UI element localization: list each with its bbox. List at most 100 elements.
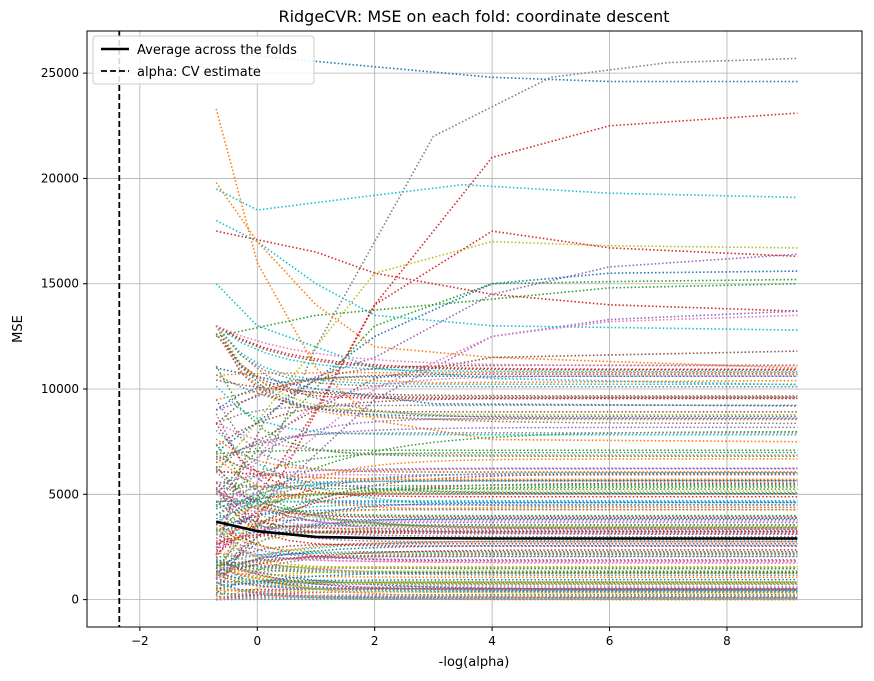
fold-line	[215, 539, 798, 563]
fold-line	[215, 432, 798, 471]
fold-line	[216, 561, 798, 591]
fold-line	[215, 404, 798, 424]
fold-line	[215, 182, 798, 369]
fold-line	[216, 499, 798, 508]
legend-average-label: Average across the folds	[137, 43, 297, 58]
fold-line	[216, 470, 798, 476]
fold-line	[215, 350, 798, 464]
fold-line	[215, 374, 798, 425]
fold-line	[215, 513, 798, 538]
fold-line	[215, 560, 798, 592]
fold-line	[215, 550, 798, 579]
fold-line	[215, 566, 798, 585]
y-tick-label: 20000	[41, 171, 79, 185]
fold-line	[215, 333, 798, 421]
fold-line	[215, 486, 798, 543]
fold-line	[215, 540, 798, 581]
fold-line	[216, 282, 798, 338]
fold-line	[215, 482, 798, 531]
fold-line	[215, 544, 798, 573]
plot-frame	[86, 30, 863, 628]
fold-line	[216, 570, 798, 590]
fold-line	[216, 589, 798, 593]
y-tick-label: 25000	[41, 66, 79, 80]
fold-line	[216, 518, 798, 524]
average-line-group	[215, 520, 798, 540]
fold-line	[215, 325, 798, 367]
fold-line	[215, 506, 798, 539]
fold-line	[215, 521, 798, 551]
fold-line	[216, 371, 798, 376]
fold-line	[216, 586, 798, 601]
fold-line	[215, 397, 798, 447]
average-line	[215, 520, 798, 540]
fold-line	[216, 530, 798, 544]
fold-line	[216, 484, 798, 490]
x-tick-label: 8	[723, 634, 731, 648]
fold-line	[215, 501, 798, 577]
fold-line	[215, 527, 798, 569]
x-tick-label: 2	[371, 634, 379, 648]
fold-line	[215, 508, 798, 532]
fold-line	[216, 379, 798, 397]
fold-line	[215, 183, 798, 211]
fold-line	[216, 555, 798, 572]
fold-line	[216, 539, 798, 565]
fold-line	[215, 522, 798, 562]
x-tick-label: 6	[606, 634, 614, 648]
fold-line	[216, 565, 798, 576]
fold-line	[215, 112, 798, 596]
fold-line	[215, 325, 798, 418]
fold-line	[215, 325, 798, 373]
x-tick-label: 4	[488, 634, 496, 648]
legend: Average across the folds alpha: CV estim…	[92, 35, 315, 85]
fold-line	[215, 375, 798, 411]
fold-line	[215, 493, 798, 516]
fold-line	[216, 523, 798, 530]
fold-line	[215, 479, 798, 516]
fold-line	[215, 526, 798, 554]
fold-line	[215, 582, 798, 599]
chart-title: RidgeCVR: MSE on each fold: coordinate d…	[278, 7, 669, 26]
fold-line	[216, 587, 798, 601]
fold-line	[216, 500, 798, 503]
fold-line	[216, 565, 798, 578]
y-tick-label: 15000	[41, 277, 79, 291]
fold-line	[215, 375, 798, 548]
x-tick-label: −2	[131, 634, 149, 648]
fold-line	[215, 565, 798, 584]
fold-line	[216, 594, 798, 601]
fold-line	[215, 490, 798, 536]
fold-line	[215, 520, 798, 549]
fold-line	[216, 449, 798, 455]
fold-line	[215, 426, 798, 461]
fold-line	[215, 517, 798, 580]
fold-line	[215, 558, 798, 591]
x-axis-label: -log(alpha)	[439, 655, 510, 670]
fold-line	[216, 581, 798, 587]
fold-line	[215, 325, 798, 386]
fold-lines-dense	[215, 325, 798, 601]
fold-line	[215, 413, 798, 506]
fold-line	[215, 443, 798, 529]
fold-line	[215, 480, 798, 506]
fold-line	[215, 325, 798, 371]
fold-line	[215, 325, 798, 371]
fold-line	[215, 503, 798, 540]
fold-line	[215, 451, 798, 508]
fold-line	[215, 325, 798, 413]
fold-line	[215, 278, 798, 495]
y-tick-label: 5000	[48, 487, 79, 501]
fold-line	[215, 240, 798, 474]
fold-line	[215, 580, 798, 601]
fold-line	[216, 559, 798, 577]
fold-line	[216, 524, 798, 533]
fold-line	[215, 108, 798, 443]
fold-line	[216, 553, 798, 567]
fold-line	[215, 465, 798, 519]
y-axis-label: MSE	[11, 315, 26, 343]
fold-line	[216, 570, 798, 588]
fold-line	[215, 270, 798, 453]
fold-line	[215, 373, 798, 425]
